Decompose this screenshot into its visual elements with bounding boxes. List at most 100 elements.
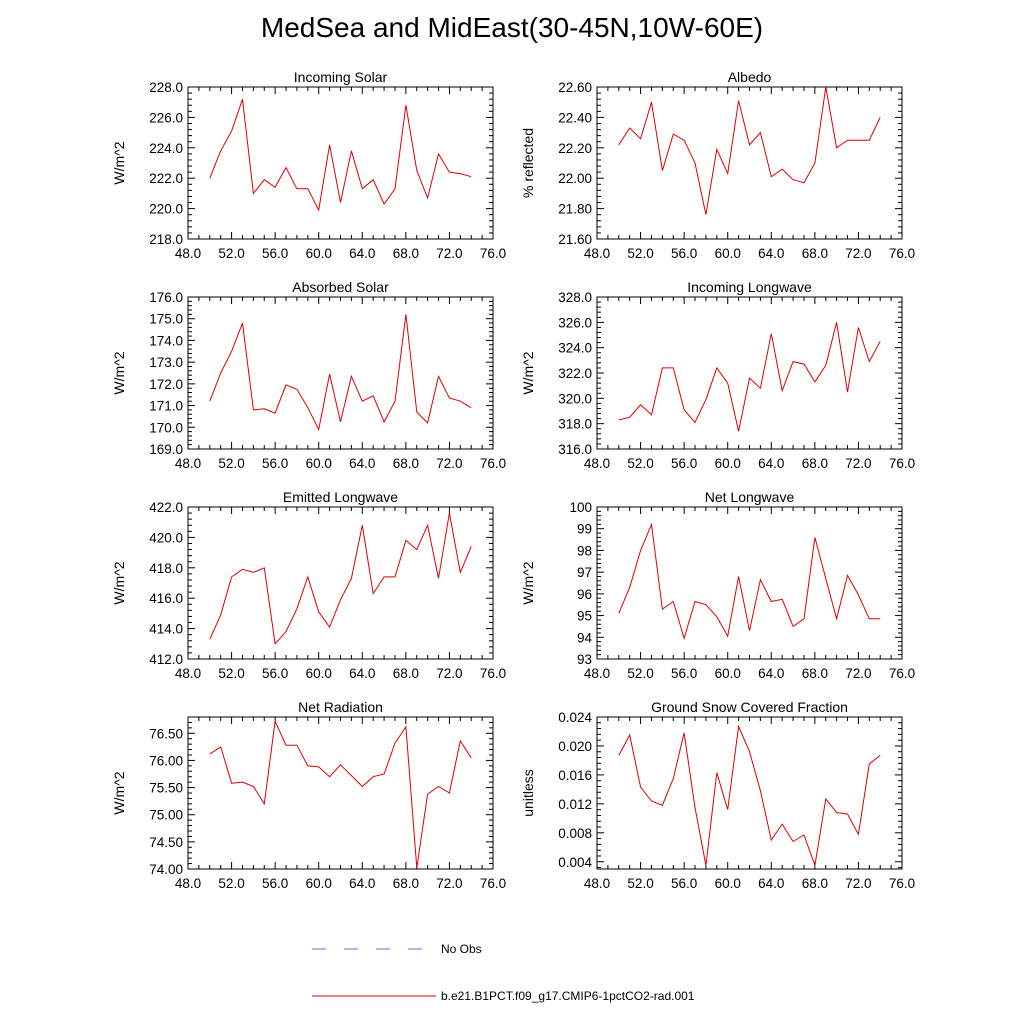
x-tick-label: 52.0 (218, 666, 244, 681)
x-tick-label: 64.0 (758, 876, 784, 891)
y-tick-label: 100 (569, 500, 592, 515)
y-tick-label: 324.0 (558, 341, 592, 356)
x-tick-label: 56.0 (671, 666, 697, 681)
panel-incoming-solar: Incoming Solar W/m^2 48.0 52.0 56.0 60.0 64.0 6… (111, 69, 506, 261)
panel-title: Absorbed Solar (292, 279, 389, 295)
x-tick-label: 56.0 (262, 876, 288, 891)
x-tick-label: 72.0 (845, 666, 871, 681)
x-tick-label: 52.0 (218, 456, 244, 471)
x-tick-label: 56.0 (671, 456, 697, 471)
x-tick-label: 64.0 (349, 666, 375, 681)
panel-title: Net Radiation (298, 699, 383, 715)
y-tick-label: 174.0 (149, 333, 183, 348)
panel-net-radiation: Net Radiation W/m^2 48.0 52.0 56.0 60.0 64.0 68… (111, 699, 506, 891)
x-tick-label: 76.0 (480, 456, 506, 471)
panel-title: Incoming Longwave (687, 279, 812, 295)
y-tick-label: 326.0 (558, 315, 592, 330)
panel-title: Emitted Longwave (283, 489, 398, 505)
figure-title: MedSea and MidEast(30-45N,10W-60E) (260, 12, 764, 43)
x-tick-label: 68.0 (393, 876, 419, 891)
y-tick-label: 22.00 (558, 171, 592, 186)
series-line (209, 314, 472, 432)
series-line (618, 522, 881, 641)
x-tick-label: 56.0 (262, 456, 288, 471)
x-tick-label: 72.0 (845, 456, 871, 471)
x-tick-label: 72.0 (436, 876, 462, 891)
y-tick-label: 228.0 (149, 80, 183, 95)
x-tick-label: 76.0 (480, 876, 506, 891)
y-tick-label: 99 (577, 522, 592, 537)
y-tick-label: 422.0 (149, 500, 183, 515)
x-tick-label: 60.0 (715, 876, 741, 891)
series-line (618, 322, 881, 432)
y-tick-label: 322.0 (558, 366, 592, 381)
y-tick-label: 416.0 (149, 591, 183, 606)
x-tick-label: 60.0 (306, 456, 332, 471)
plot-frame (187, 86, 494, 240)
x-tick-label: 72.0 (845, 876, 871, 891)
x-tick-label: 72.0 (436, 666, 462, 681)
y-tick-label: 97 (577, 565, 592, 580)
x-tick-label: 48.0 (175, 246, 201, 261)
y-tick-label: 22.60 (558, 80, 592, 95)
panel-title: Incoming Solar (294, 69, 388, 85)
y-tick-label: 75.00 (149, 808, 183, 823)
plot-frame (596, 506, 903, 660)
legend-no-obs-label: No Obs (441, 942, 482, 956)
x-tick-label: 68.0 (393, 456, 419, 471)
plot-frame (596, 296, 903, 450)
y-axis-label: W/m^2 (111, 351, 127, 394)
y-tick-label: 420.0 (149, 530, 183, 545)
x-tick-label: 52.0 (218, 246, 244, 261)
x-tick-label: 56.0 (671, 246, 697, 261)
y-tick-label: 218.0 (149, 232, 183, 247)
x-tick-label: 68.0 (802, 456, 828, 471)
x-tick-label: 48.0 (584, 456, 610, 471)
legend-model-label: b.e21.B1PCT.f09_g17.CMIP6-1pctCO2-rad.00… (441, 989, 695, 1003)
x-tick-label: 52.0 (627, 456, 653, 471)
x-tick-label: 60.0 (306, 666, 332, 681)
panel-net-longwave: Net Longwave W/m^2 48.0 52.0 56.0 60.0 64.0 68.… (520, 489, 915, 681)
y-tick-label: 74.00 (149, 862, 183, 877)
plot-frame (596, 716, 903, 870)
y-axis-label: W/m^2 (520, 351, 536, 394)
y-tick-label: 98 (577, 543, 592, 558)
y-axis-label: W/m^2 (111, 141, 127, 184)
panel-absorbed-solar: Absorbed Solar W/m^2 48.0 52.0 56.0 60.0 64.0 6… (111, 279, 506, 471)
y-tick-label: 316.0 (558, 442, 592, 457)
panel-title: Albedo (728, 69, 772, 85)
y-axis-label: unitless (520, 769, 536, 816)
plot-frame (187, 296, 494, 450)
x-tick-label: 48.0 (584, 666, 610, 681)
y-tick-label: 414.0 (149, 622, 183, 637)
x-tick-label: 68.0 (802, 246, 828, 261)
y-axis-label: W/m^2 (520, 561, 536, 604)
x-tick-label: 64.0 (349, 246, 375, 261)
x-tick-label: 48.0 (584, 246, 610, 261)
y-tick-label: 96 (577, 587, 592, 602)
y-tick-label: 169.0 (149, 442, 183, 457)
x-tick-label: 56.0 (671, 876, 697, 891)
y-tick-label: 21.80 (558, 202, 592, 217)
y-tick-label: 21.60 (558, 232, 592, 247)
y-tick-label: 320.0 (558, 391, 592, 406)
x-tick-label: 72.0 (436, 456, 462, 471)
x-tick-label: 60.0 (715, 666, 741, 681)
panel-albedo: Albedo % reflected 48.0 52.0 56.0 60.0 64.0 68.… (520, 69, 915, 261)
x-tick-label: 52.0 (627, 876, 653, 891)
y-tick-label: 94 (577, 630, 593, 645)
y-tick-label: 175.0 (149, 312, 183, 327)
x-tick-label: 68.0 (802, 666, 828, 681)
x-tick-label: 76.0 (480, 666, 506, 681)
y-tick-label: 76.50 (149, 726, 183, 741)
y-tick-label: 176.0 (149, 290, 183, 305)
x-tick-label: 52.0 (627, 666, 653, 681)
x-tick-label: 60.0 (306, 246, 332, 261)
x-tick-label: 72.0 (436, 246, 462, 261)
plot-frame (596, 86, 903, 240)
y-tick-label: 172.0 (149, 377, 183, 392)
x-tick-label: 64.0 (349, 876, 375, 891)
x-tick-label: 76.0 (889, 876, 915, 891)
y-axis-label: W/m^2 (111, 771, 127, 814)
